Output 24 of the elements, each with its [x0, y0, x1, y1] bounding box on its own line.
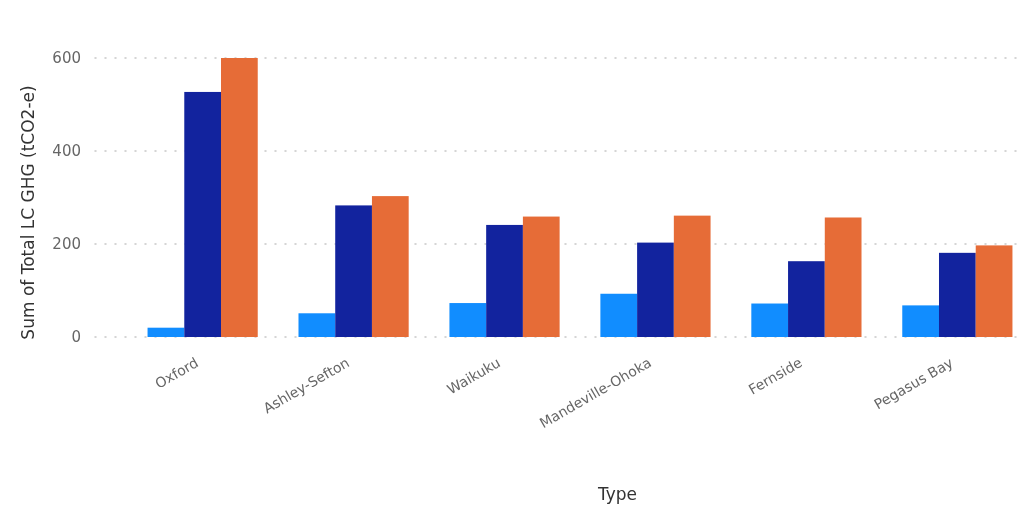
bar: [335, 205, 372, 337]
bar: [522, 216, 560, 337]
bar: [221, 58, 258, 337]
bar: [147, 327, 185, 337]
bar: [938, 252, 976, 337]
y-axis-title: Sum of Total LC GHG (tCO2-e): [18, 85, 38, 340]
bar: [751, 303, 789, 337]
bar: [824, 217, 862, 337]
x-axis-title: Type: [596, 484, 638, 504]
bar: [486, 224, 523, 337]
bar: [298, 313, 336, 337]
bar: [184, 91, 222, 337]
bar: [371, 196, 409, 337]
y-tick-label: 200: [52, 235, 81, 254]
bar: [449, 303, 487, 337]
bar: [600, 293, 638, 337]
y-tick-label: 600: [52, 49, 81, 68]
y-tick-label: 400: [52, 142, 81, 161]
y-tick-label: 0: [71, 328, 81, 347]
bar: [673, 215, 711, 337]
bar: [902, 305, 939, 337]
bar: [637, 242, 674, 337]
bar: [788, 261, 825, 337]
bar: [975, 245, 1013, 337]
